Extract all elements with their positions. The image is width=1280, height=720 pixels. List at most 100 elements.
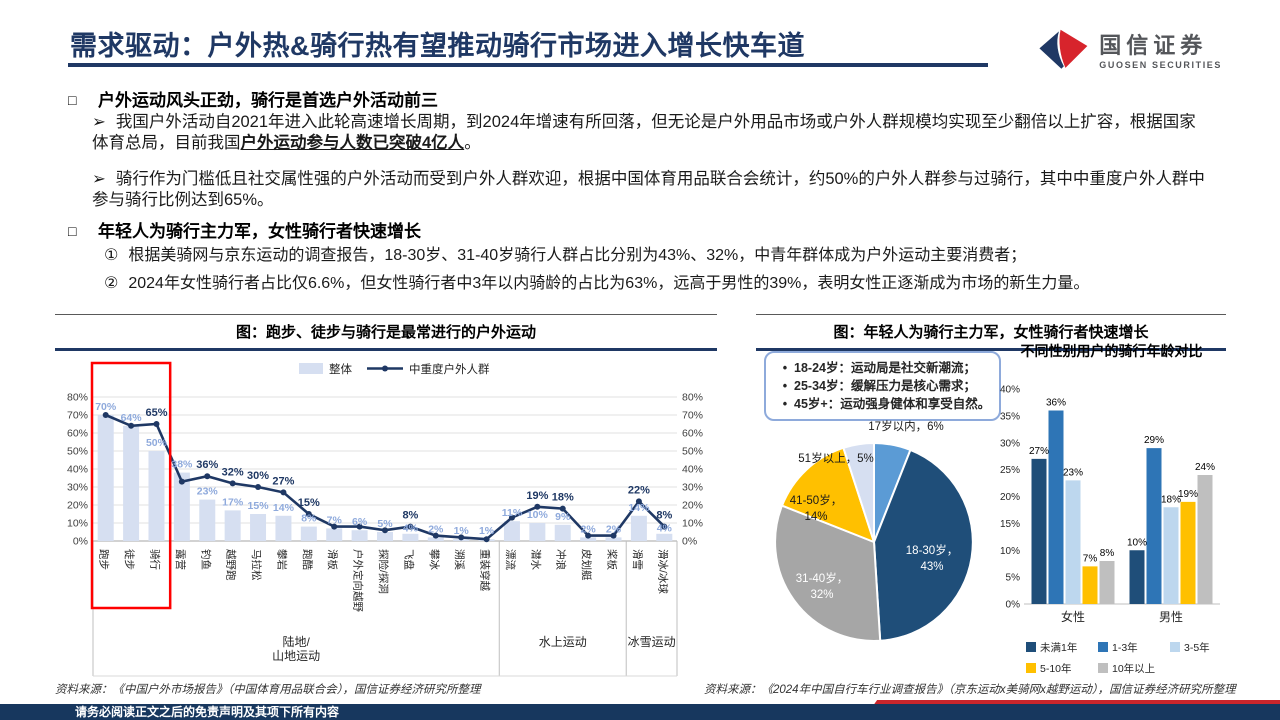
svg-text:2%: 2% <box>606 523 622 535</box>
svg-text:徒步: 徒步 <box>123 549 136 570</box>
svg-text:攀冰: 攀冰 <box>428 549 441 571</box>
guosen-logo-icon <box>1037 28 1089 77</box>
svg-text:7%: 7% <box>327 514 343 526</box>
svg-text:5-10年: 5-10年 <box>1040 662 1072 675</box>
bar <box>1129 550 1145 604</box>
bar <box>1163 507 1179 604</box>
svg-text:29%: 29% <box>1144 435 1164 446</box>
svg-text:18%: 18% <box>552 492 574 504</box>
svg-text:50%: 50% <box>682 446 703 458</box>
svg-text:0%: 0% <box>73 536 88 548</box>
pie-slice <box>774 504 882 642</box>
svg-text:60%: 60% <box>67 428 88 440</box>
pie-slice <box>873 449 974 642</box>
svg-text:1-3年: 1-3年 <box>1112 641 1138 654</box>
arrow-bullet-icon: ➢ <box>92 113 106 131</box>
title-divider <box>68 63 988 67</box>
svg-text:飞盘: 飞盘 <box>402 549 415 570</box>
svg-text:30%: 30% <box>1000 438 1020 449</box>
svg-text:40%: 40% <box>682 464 703 476</box>
svg-text:30%: 30% <box>67 482 88 494</box>
svg-text:20%: 20% <box>682 500 703 512</box>
svg-text:24%: 24% <box>1195 462 1215 473</box>
pie-slice <box>842 441 875 543</box>
svg-text:40%: 40% <box>67 464 88 476</box>
svg-text:23%: 23% <box>197 486 219 498</box>
svg-text:攀岩: 攀岩 <box>275 549 288 570</box>
svg-text:5%: 5% <box>1006 573 1021 584</box>
svg-text:14%: 14% <box>628 502 650 514</box>
svg-text:10%: 10% <box>682 518 703 530</box>
svg-text:50%: 50% <box>146 437 168 449</box>
svg-text:整体: 整体 <box>329 362 352 376</box>
svg-text:骑行: 骑行 <box>148 549 161 570</box>
svg-text:桨板: 桨板 <box>606 549 619 570</box>
svg-text:马拉松: 马拉松 <box>250 549 263 581</box>
svg-text:20%: 20% <box>67 500 88 512</box>
svg-text:38%: 38% <box>171 459 193 471</box>
highlight-box <box>90 361 172 610</box>
svg-text:15%: 15% <box>1000 519 1020 530</box>
svg-text:11%: 11% <box>502 507 523 519</box>
dot-bullet-icon: • <box>782 361 788 375</box>
svg-text:18-30岁，43%: 18-30岁， 43% <box>906 543 958 573</box>
circled-2-icon: ② <box>104 275 119 292</box>
svg-text:23%: 23% <box>1063 467 1083 478</box>
bar <box>1146 448 1162 604</box>
square-bullet-icon: □ <box>68 223 77 239</box>
svg-text:6%: 6% <box>352 516 368 528</box>
svg-text:露营: 露营 <box>174 549 187 570</box>
svg-text:10%: 10% <box>1000 546 1020 557</box>
bar <box>1082 566 1098 604</box>
svg-text:3-5年: 3-5年 <box>1184 641 1210 654</box>
square-bullet-icon: □ <box>68 92 77 108</box>
svg-text:70%: 70% <box>67 410 88 422</box>
svg-text:跑酷: 跑酷 <box>301 549 314 571</box>
callout-item: • 18-24岁：运动局是社交新潮流； <box>776 359 991 377</box>
svg-text:冰雪运动: 冰雪运动 <box>628 635 676 649</box>
svg-text:40%: 40% <box>1000 385 1020 396</box>
section-1-title: □ 户外运动风头正劲，骑行是首选户外活动前三 <box>68 91 438 110</box>
page-title: 需求驱动：户外热&骑行热有望推动骑行市场进入增长快车道 <box>70 31 805 61</box>
svg-text:2%: 2% <box>581 523 597 535</box>
svg-text:17岁以内，6%: 17岁以内，6% <box>868 419 943 433</box>
svg-text:70%: 70% <box>95 401 117 413</box>
svg-text:41-50岁，14%: 41-50岁， 14% <box>790 493 842 523</box>
outdoor-activities-combo-chart: 0% 0% 10% 10% 20% 20% 30% 30% 40% 40% 50% 50% 60% 60%… <box>67 361 703 677</box>
right-chart-panel: 图：年轻人为骑行主力军，女性骑行者快速增长 • 18-24岁：运动局是社交新潮流；… <box>756 314 1226 675</box>
svg-text:0%: 0% <box>682 536 697 548</box>
svg-text:5%: 5% <box>377 518 393 530</box>
svg-text:15%: 15% <box>248 500 270 512</box>
section-2-title: □ 年轻人为骑行主力军，女性骑行者快速增长 <box>68 222 421 241</box>
svg-text:1%: 1% <box>479 525 495 537</box>
brand-logo: 国信证券 GUOSEN SECURITIES <box>1037 28 1222 77</box>
bar <box>1065 480 1081 604</box>
disclaimer-text: 请务必阅读正文之后的免责声明及其项下所有内容 <box>75 705 340 719</box>
svg-text:探险/探洞: 探险/探洞 <box>377 549 390 594</box>
bullet-cycling-popularity: ➢ 骑行作为门槛低且社交属性强的户外活动而受到户外人群欢迎，根据中国体育用品联合会… <box>92 170 1205 209</box>
svg-text:19%: 19% <box>1178 489 1198 500</box>
svg-text:10%: 10% <box>1127 537 1147 548</box>
dot-bullet-icon: • <box>782 397 788 411</box>
svg-text:钓鱼: 钓鱼 <box>199 549 212 570</box>
svg-text:30%: 30% <box>247 470 269 482</box>
svg-text:户外定向越野: 户外定向越野 <box>352 549 365 612</box>
gender-bar-subtitle: 不同性别用户的骑行年龄对比 <box>1020 343 1203 359</box>
svg-text:8%: 8% <box>301 513 317 525</box>
svg-text:1%: 1% <box>454 525 470 537</box>
circled-1-icon: ① <box>104 247 119 264</box>
svg-text:50%: 50% <box>67 446 88 458</box>
bar <box>1048 410 1064 604</box>
bar <box>1180 501 1196 604</box>
callout-item: • 25-34岁：缓解压力是核心需求； <box>776 377 991 395</box>
svg-text:31-40岁，32%: 31-40岁， 32% <box>796 571 848 601</box>
svg-text:14%: 14% <box>273 502 295 514</box>
svg-text:17%: 17% <box>222 496 244 508</box>
bar-series <box>97 415 673 541</box>
dot-bullet-icon: • <box>782 379 788 393</box>
svg-text:跑步: 跑步 <box>98 549 111 570</box>
svg-text:水上运动: 水上运动 <box>539 635 587 649</box>
svg-text:9%: 9% <box>555 511 571 523</box>
arrow-bullet-icon: ➢ <box>92 170 106 188</box>
